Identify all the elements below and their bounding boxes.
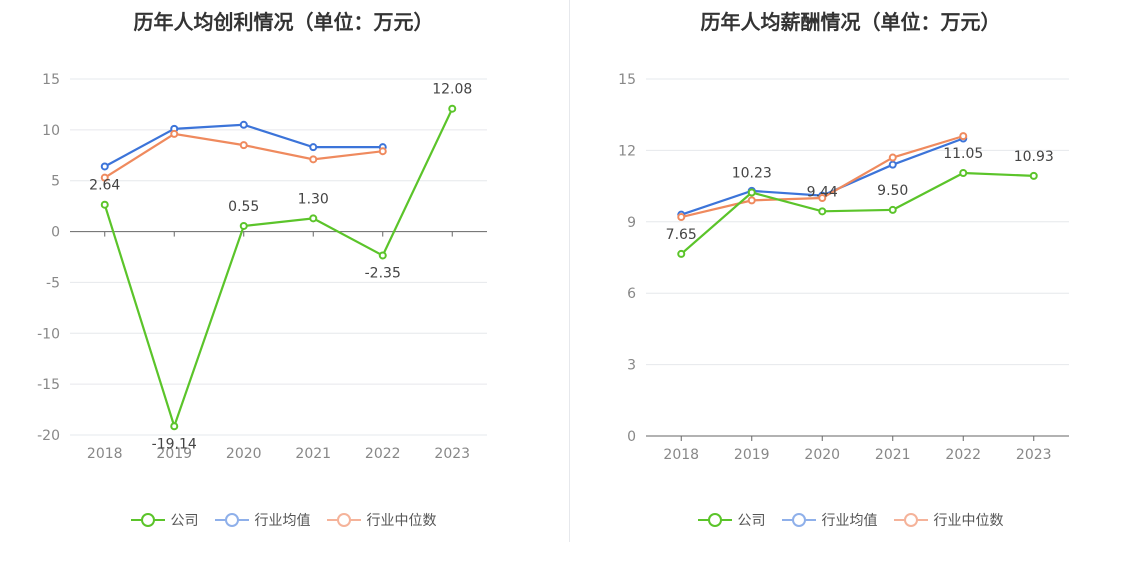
data-label: -2.35 — [365, 265, 401, 281]
y-tick-label: 0 — [627, 429, 636, 445]
legend-median-icon — [326, 513, 361, 527]
x-tick-label: 2020 — [804, 447, 840, 463]
data-point — [170, 129, 179, 138]
divider — [569, 0, 570, 542]
legend-median-icon — [893, 513, 928, 527]
data-point — [100, 173, 109, 182]
chart-title: 历年人均创利情况（单位：万元） — [133, 10, 434, 34]
x-tick-label: 2021 — [295, 446, 331, 462]
x-tick-label: 2023 — [1016, 447, 1052, 463]
data-point — [309, 214, 318, 223]
x-tick-label: 2019 — [156, 446, 192, 462]
chart-title: 历年人均薪酬情况（单位：万元） — [700, 10, 1001, 34]
series-line — [680, 171, 1034, 255]
legend-item-industry-avg[interactable]: 行业均值 — [781, 510, 878, 530]
legend-item-industry-median[interactable]: 行业中位数 — [326, 510, 437, 530]
data-point — [677, 249, 686, 258]
data-point — [818, 207, 827, 216]
series-line — [680, 135, 964, 219]
legend-avg-icon — [781, 513, 816, 527]
legend-item-company[interactable]: 公司 — [697, 510, 766, 530]
data-label: 1.30 — [298, 191, 329, 207]
data-point — [239, 120, 248, 129]
data-label: 2.64 — [89, 178, 120, 194]
data-point — [677, 213, 686, 222]
data-label: 9.44 — [807, 184, 838, 200]
legend: 公司 行业均值 行业中位数 — [0, 510, 567, 530]
data-point — [170, 422, 179, 431]
data-point — [448, 104, 457, 113]
data-label: 12.08 — [432, 82, 472, 98]
x-tick-label: 2018 — [663, 447, 699, 463]
data-label: 10.93 — [1014, 149, 1054, 165]
y-tick-label: -20 — [37, 428, 60, 444]
data-label: 11.05 — [943, 146, 983, 162]
x-tick-label: 2022 — [945, 447, 981, 463]
profit-per-capita-chart: 历年人均创利情况（单位：万元） 15 10 5 0 -5 -10 -15 -20 2018 201… — [0, 10, 567, 530]
data-point — [747, 196, 756, 205]
y-tick-label: -10 — [37, 326, 60, 342]
legend-company-icon — [697, 513, 732, 527]
y-tick-label: 15 — [42, 72, 60, 88]
x-tick-label: 2022 — [365, 446, 401, 462]
x-tick-label: 2020 — [226, 446, 262, 462]
data-point — [309, 155, 318, 164]
y-tick-label: -15 — [37, 377, 60, 393]
data-label: 7.65 — [666, 227, 697, 243]
salary-per-capita-chart: 历年人均薪酬情况（单位：万元） 15 12 9 6 3 0 2018 2019 2020 2021… — [567, 0, 1134, 582]
y-tick-label: 5 — [51, 174, 60, 190]
legend-label: 行业均值 — [821, 513, 878, 529]
data-label: 9.50 — [877, 183, 908, 199]
legend-label: 行业中位数 — [933, 513, 1004, 529]
legend-item-industry-avg[interactable]: 行业均值 — [214, 510, 311, 530]
data-label: 0.55 — [228, 199, 259, 215]
data-point — [747, 188, 756, 197]
legend-avg-icon — [214, 513, 249, 527]
x-tick-label: 2019 — [734, 447, 770, 463]
data-point — [239, 221, 248, 230]
legend-item-industry-median[interactable]: 行业中位数 — [893, 510, 1004, 530]
series-line — [103, 108, 454, 430]
data-label: 10.23 — [732, 166, 772, 182]
data-point — [1029, 171, 1038, 180]
x-tick-label: 2021 — [875, 447, 911, 463]
y-tick-label: -5 — [46, 275, 60, 291]
data-point — [100, 162, 109, 171]
x-tick-label: 2023 — [434, 446, 470, 462]
legend-company-icon — [130, 513, 165, 527]
legend-label: 公司 — [737, 513, 766, 529]
legend-label: 行业中位数 — [366, 513, 437, 529]
data-point — [959, 169, 968, 178]
data-point — [378, 251, 387, 260]
data-point — [959, 132, 968, 141]
y-tick-label: 10 — [42, 123, 60, 139]
y-tick-label: 6 — [627, 286, 636, 302]
y-tick-label: 12 — [618, 143, 636, 159]
data-point — [378, 147, 387, 156]
data-label: -19.14 — [152, 436, 197, 452]
y-tick-label: 0 — [51, 225, 60, 241]
legend-label: 行业均值 — [254, 513, 311, 529]
data-point — [818, 194, 827, 202]
data-point — [239, 141, 248, 150]
series-line — [104, 132, 383, 179]
profit-chart-svg: 15 10 5 0 -5 -10 -15 -20 2018 2019 2020 2021 2022 202… — [37, 72, 487, 462]
data-point — [888, 153, 897, 162]
legend: 公司 行业均值 行业中位数 — [567, 510, 1134, 530]
data-point — [888, 205, 897, 214]
x-tick-label: 2018 — [87, 446, 123, 462]
data-point — [309, 143, 318, 152]
salary-chart-svg: 15 12 9 6 3 0 2018 2019 2020 2021 2022 2023 7.65 10.2… — [618, 72, 1069, 463]
data-point — [888, 160, 897, 169]
legend-item-company[interactable]: 公司 — [130, 510, 199, 530]
data-point — [100, 200, 109, 209]
y-tick-label: 15 — [618, 72, 636, 88]
y-tick-label: 9 — [627, 215, 636, 231]
legend-label: 公司 — [170, 513, 199, 529]
y-tick-label: 3 — [627, 358, 636, 374]
